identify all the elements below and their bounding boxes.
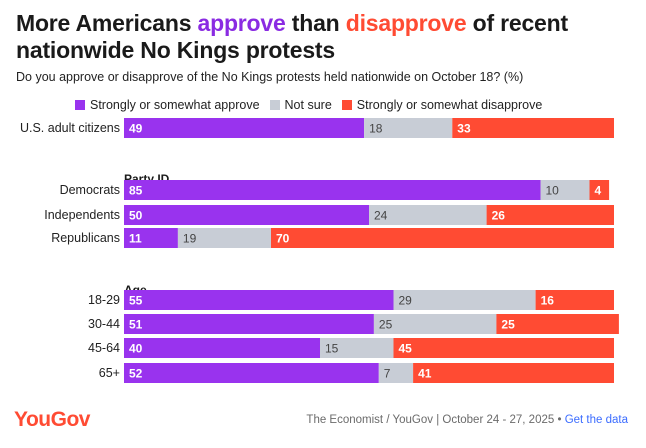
legend: Strongly or somewhat approve Not sure St…: [75, 98, 552, 112]
legend-swatch-not-sure: [269, 100, 280, 110]
data-label-not-sure: 19: [183, 232, 197, 246]
row-label: 45-64: [88, 341, 120, 355]
yougov-logo: YouGov: [14, 408, 90, 431]
data-label-disapprove: 41: [418, 367, 432, 381]
bar-segment-approve: [124, 338, 320, 358]
title-part2: than: [285, 10, 346, 36]
title-disapprove-word: disapprove: [345, 10, 467, 36]
data-label-not-sure: 15: [325, 342, 339, 356]
bar-segment-approve: [124, 228, 178, 248]
bar-segment-not-sure: [320, 338, 394, 358]
footer-source: The Economist / YouGov | October 24 - 27…: [306, 414, 628, 426]
bar-segment-disapprove: [496, 314, 619, 334]
bar-segment-approve: [124, 363, 379, 383]
data-label-approve: 50: [129, 209, 143, 223]
row-label: 65+: [99, 366, 120, 380]
title-part3: of recent nationwide No Kings protests: [16, 10, 568, 63]
data-label-approve: 11: [129, 232, 142, 246]
legend-item-approve: Strongly or somewhat approve: [75, 98, 260, 112]
data-label-not-sure: 10: [546, 184, 560, 198]
data-label-not-sure: 29: [399, 294, 413, 308]
bar-segment-disapprove: [452, 118, 614, 138]
bar-segment-not-sure: [540, 180, 590, 200]
bar-segment-not-sure: [378, 363, 414, 383]
bar-segment-not-sure: [393, 290, 536, 310]
chart-title: More Americans approve than disapprove o…: [16, 10, 631, 64]
legend-item-disapprove: Strongly or somewhat disapprove: [341, 98, 543, 112]
title-approve-word: approve: [197, 10, 286, 36]
legend-swatch-disapprove: [341, 100, 352, 110]
data-label-disapprove: 4: [595, 184, 602, 198]
bar-segment-not-sure: [369, 205, 487, 225]
row-label: 18-29: [88, 293, 120, 307]
bar-segment-approve: [124, 118, 365, 138]
bar-segment-disapprove: [486, 205, 614, 225]
bar-segment-not-sure: [364, 118, 453, 138]
data-label-approve: 51: [129, 318, 143, 332]
title-part1: More Americans: [16, 10, 198, 36]
data-label-approve: 40: [129, 342, 143, 356]
chart-subtitle: Do you approve or disapprove of the No K…: [16, 70, 524, 84]
data-label-not-sure: 7: [384, 367, 391, 381]
data-label-approve: 85: [129, 184, 143, 198]
data-label-not-sure: 24: [374, 209, 388, 223]
data-label-approve: 52: [129, 367, 143, 381]
data-label-approve: 55: [129, 294, 143, 308]
data-label-approve: 49: [129, 122, 143, 136]
data-label-disapprove: 16: [541, 294, 555, 308]
legend-label-not-sure: Not sure: [284, 98, 332, 112]
bar-segment-disapprove: [393, 338, 614, 358]
data-label-disapprove: 26: [492, 209, 506, 223]
bar-segment-approve: [124, 180, 541, 200]
row-label: U.S. adult citizens: [20, 121, 120, 135]
data-label-disapprove: 70: [276, 232, 290, 246]
bar-segment-approve: [124, 290, 394, 310]
bar-segment-disapprove: [535, 290, 614, 310]
legend-label-disapprove: Strongly or somewhat disapprove: [356, 98, 543, 112]
bar-segment-disapprove: [413, 363, 614, 383]
data-label-not-sure: 18: [369, 122, 383, 136]
bar-segment-not-sure: [177, 228, 271, 248]
data-label-disapprove: 45: [399, 342, 413, 356]
bar-segment-approve: [124, 205, 369, 225]
row-label: 30-44: [88, 317, 120, 331]
get-the-data-link[interactable]: Get the data: [564, 414, 628, 426]
row-label: Independents: [44, 208, 120, 222]
data-label-not-sure: 25: [379, 318, 393, 332]
legend-swatch-approve: [75, 100, 85, 110]
row-label: Republicans: [51, 231, 120, 245]
bar-segment-not-sure: [373, 314, 497, 334]
row-label: Democrats: [60, 183, 120, 197]
source-separator: •: [557, 414, 562, 426]
source-text: The Economist / YouGov | October 24 - 27…: [306, 414, 555, 426]
data-label-disapprove: 33: [457, 122, 471, 136]
bar-segment-disapprove: [271, 228, 614, 248]
legend-item-not-sure: Not sure: [269, 98, 332, 112]
bar-segment-approve: [124, 314, 374, 334]
legend-label-approve: Strongly or somewhat approve: [90, 98, 260, 112]
data-label-disapprove: 25: [501, 318, 515, 332]
bar-segment-disapprove: [589, 180, 610, 200]
